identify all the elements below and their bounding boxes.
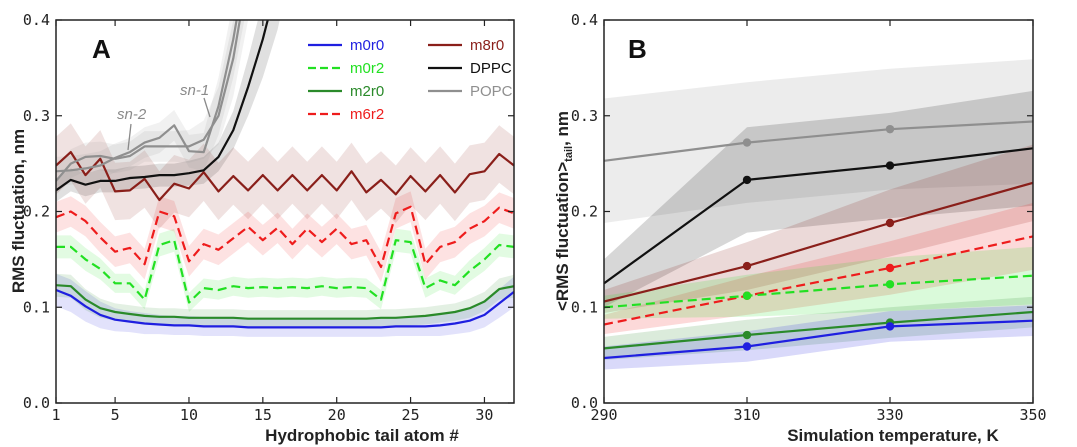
ytick-label: 0.0: [23, 394, 50, 412]
series-line-m8r0-4: [56, 151, 514, 202]
series-line-m2r0-2: [56, 284, 514, 320]
panel-a-ylabel: RMS fluctuation, nm: [9, 129, 28, 293]
ytick-label: 0.3: [23, 107, 50, 125]
band-dppc-1: [604, 90, 1033, 308]
legend-label-m6r2: m6r2: [350, 106, 384, 123]
series-line-popc-6: [56, 20, 241, 182]
xtick-label: 15: [254, 406, 272, 424]
panel-b-lines: [604, 120, 1033, 360]
panel-b-markers: [742, 124, 895, 351]
ytick-label: 0.0: [571, 394, 598, 412]
band-m2r0-2: [56, 273, 514, 328]
xtick-label: 1: [51, 406, 60, 424]
marker-m6r2-330: [885, 263, 895, 273]
panel-b-bands: [604, 59, 1033, 370]
marker-dppc-330: [885, 161, 895, 170]
panel-a-letter: A: [92, 34, 111, 64]
xtick-label: 330: [876, 406, 903, 424]
panel-a-ticks: 0.00.10.20.30.41 5 10 15 20 25 30: [23, 11, 514, 424]
xtick-label: 10: [180, 406, 198, 424]
marker-m2r0-310: [742, 330, 752, 340]
band-m0r0-0: [56, 273, 514, 337]
xtick-label: 350: [1019, 406, 1046, 424]
marker-m0r2-310: [742, 291, 752, 300]
xtick-label: 290: [590, 406, 617, 424]
ytick-label: 0.3: [571, 107, 598, 125]
marker-popc-310: [742, 138, 752, 147]
series-line-m6r2-3: [56, 205, 514, 269]
panel-b-ylabel-tail: , nm: [553, 111, 572, 146]
panel-b: 0.0 0.1 0.2 0.3 0.4 290 310 330 350 B Simulation…: [553, 11, 1047, 445]
sn2-annotation: sn-2: [117, 106, 147, 123]
marker-m0r0-330: [885, 322, 895, 331]
series-line-m0r2-1: [56, 239, 514, 304]
band-popc-7: [56, 20, 245, 186]
band-dppc-5: [56, 20, 280, 202]
ytick-label: 0.2: [571, 203, 598, 221]
xtick-label: 30: [475, 406, 493, 424]
panel-a-xlabel: Hydrophobic tail atom #: [265, 426, 459, 445]
ytick-label: 0.4: [571, 11, 598, 29]
legend-label-m2r0: m2r0: [350, 83, 384, 100]
legend-label-dppc: DPPC: [470, 60, 512, 77]
xtick-label: 25: [402, 406, 420, 424]
panel-b-ylabel-main: <RMS fluctuation>: [553, 162, 572, 311]
band-popc-0: [604, 59, 1033, 223]
panel-a-bands: [56, 20, 514, 337]
series-line-m2r0-5: [604, 310, 1033, 350]
panel-a: 0.00.10.20.30.41 5 10 15 20 25 30 A Hydrophobi…: [9, 11, 515, 445]
series-line-dppc-5: [56, 20, 269, 192]
ytick-label: 0.1: [571, 298, 598, 316]
panel-b-ylabel-sub: tail: [563, 146, 575, 162]
marker-m0r2-330: [885, 280, 895, 289]
band-m8r0-2: [604, 144, 1033, 313]
ytick-label: 0.4: [23, 11, 50, 29]
series-line-m6r2-3: [604, 235, 1033, 326]
panel-a-legend: m0r0 m0r2 m2r0 m6r2 m8r0 DPPC POPC: [308, 37, 513, 123]
panel-b-xlabel: Simulation temperature, K: [787, 426, 999, 445]
band-m0r2-1: [56, 228, 514, 312]
series-line-popc-0: [604, 120, 1033, 162]
panel-b-ticks: 0.0 0.1 0.2 0.3 0.4 290 310 330 350: [571, 11, 1047, 424]
ytick-label: 0.1: [23, 298, 50, 316]
xtick-label: 310: [733, 406, 760, 424]
sn1-annotation: sn-1: [180, 82, 209, 99]
legend-label-popc: POPC: [470, 83, 513, 100]
band-m6r2-3: [604, 202, 1033, 335]
panel-b-ylabel: <RMS fluctuation>tail, nm: [553, 111, 575, 311]
legend-label-m0r0: m0r0: [350, 37, 384, 54]
series-line-m0r0-6: [604, 319, 1033, 360]
marker-popc-330: [885, 124, 895, 134]
panel-a-lines: [56, 20, 514, 329]
marker-m0r0-310: [742, 342, 752, 351]
series-line-m0r0-0: [56, 288, 514, 329]
series-line-m8r0-2: [604, 181, 1033, 303]
marker-dppc-310: [742, 175, 752, 185]
marker-m8r0-310: [742, 261, 752, 271]
series-line-dppc-1: [604, 147, 1033, 285]
sn2-pointer: [127, 123, 132, 151]
band-m8r0-4: [56, 123, 514, 229]
panel-b-letter: B: [628, 34, 647, 64]
legend-label-m0r2: m0r2: [350, 60, 384, 77]
sn-annotations: sn-1 sn-2: [117, 82, 211, 151]
marker-m8r0-330: [885, 218, 895, 228]
series-line-m0r2-4: [604, 274, 1033, 309]
xtick-label: 5: [111, 406, 120, 424]
xtick-label: 20: [328, 406, 346, 424]
sn1-pointer: [203, 97, 211, 118]
ytick-label: 0.2: [23, 203, 50, 221]
series-line-popc-7: [56, 20, 238, 173]
legend-label-m8r0: m8r0: [470, 37, 504, 54]
